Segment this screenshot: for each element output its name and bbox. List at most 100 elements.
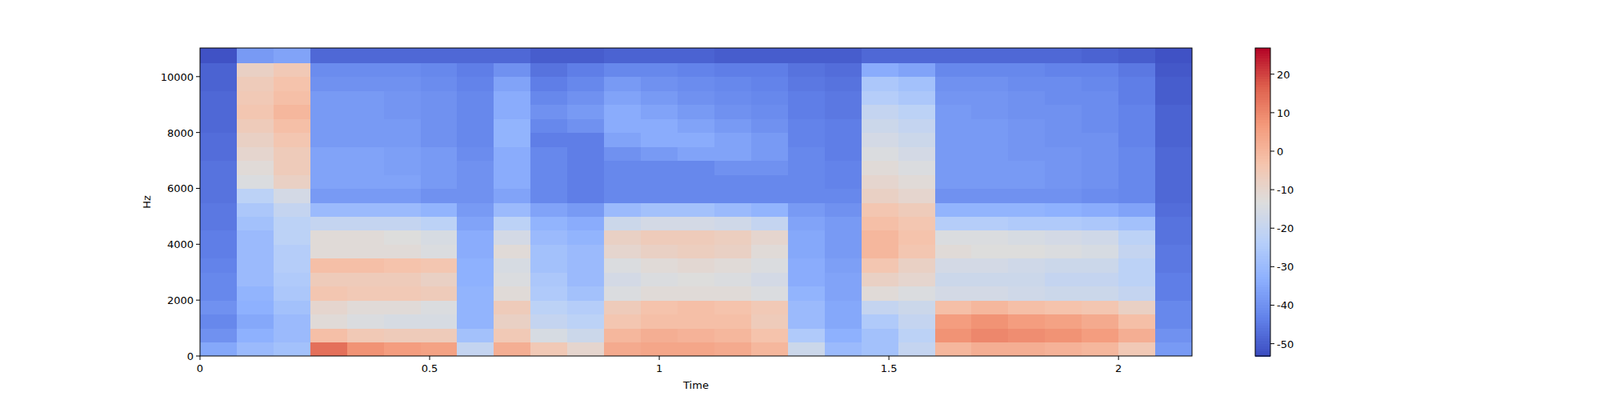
cell xyxy=(347,272,385,287)
cell xyxy=(273,272,312,287)
colorbar-tick-label: -30 xyxy=(1276,260,1294,273)
colorbar-tick xyxy=(1270,304,1275,306)
x-tick-label: 1.5 xyxy=(880,362,898,375)
cell xyxy=(1081,146,1120,161)
cell xyxy=(420,286,459,301)
cell xyxy=(640,132,679,148)
colorbar-tick-label: 10 xyxy=(1276,107,1291,120)
cell xyxy=(604,118,642,133)
cell xyxy=(1008,216,1046,231)
cell xyxy=(640,230,679,245)
y-axis-label: Hz xyxy=(140,195,153,209)
cell xyxy=(493,244,532,259)
cell xyxy=(420,174,459,189)
cell xyxy=(677,160,716,176)
cell xyxy=(1081,300,1120,315)
cell xyxy=(200,132,238,148)
cell xyxy=(456,104,495,120)
cell xyxy=(824,286,863,301)
cell xyxy=(456,230,495,245)
cell xyxy=(530,118,568,133)
cell xyxy=(861,342,900,356)
cell xyxy=(751,258,789,273)
cell xyxy=(200,76,238,92)
cell xyxy=(236,104,275,120)
cell xyxy=(714,202,752,217)
cell xyxy=(1118,244,1156,259)
cell xyxy=(236,230,275,245)
cell xyxy=(1044,188,1083,203)
cell xyxy=(384,76,422,92)
cell xyxy=(456,174,495,189)
cell xyxy=(200,342,238,356)
cell xyxy=(384,286,422,301)
cell xyxy=(530,342,568,356)
cell xyxy=(310,328,348,343)
cell xyxy=(310,314,348,329)
cell xyxy=(898,160,936,176)
cell xyxy=(604,48,642,64)
cell xyxy=(788,230,826,245)
cell xyxy=(677,216,716,231)
cell xyxy=(971,300,1009,315)
cell xyxy=(1081,132,1120,148)
cell xyxy=(861,300,900,315)
cell xyxy=(456,342,495,356)
cell xyxy=(640,258,679,273)
cell xyxy=(200,160,238,176)
cell xyxy=(751,174,789,189)
cell xyxy=(200,90,238,105)
cell xyxy=(788,314,826,329)
cell xyxy=(1081,216,1120,231)
cell xyxy=(384,62,422,77)
cell xyxy=(456,202,495,217)
cell xyxy=(200,258,238,273)
cell xyxy=(273,342,312,356)
cell xyxy=(384,300,422,315)
cell xyxy=(714,160,752,176)
y-tick xyxy=(196,188,200,189)
cell xyxy=(384,230,422,245)
cell xyxy=(384,48,422,64)
cell xyxy=(200,174,238,189)
cell xyxy=(714,104,752,120)
cell xyxy=(1044,202,1083,217)
cell xyxy=(751,188,789,203)
cell xyxy=(935,174,973,189)
cell xyxy=(384,202,422,217)
cell xyxy=(824,300,863,315)
cell xyxy=(1044,286,1083,301)
cell xyxy=(530,104,568,120)
x-tick-label: 2 xyxy=(1115,362,1122,375)
cell xyxy=(310,286,348,301)
cell xyxy=(898,90,936,105)
cell xyxy=(384,244,422,259)
cell xyxy=(604,62,642,77)
cell xyxy=(1044,244,1083,259)
cell xyxy=(788,216,826,231)
cell xyxy=(236,202,275,217)
cell xyxy=(1044,160,1083,176)
cell xyxy=(640,62,679,77)
cell xyxy=(898,48,936,64)
cell xyxy=(567,104,605,120)
cell xyxy=(898,132,936,148)
cell xyxy=(1081,342,1120,356)
cell xyxy=(971,314,1009,329)
cell xyxy=(1044,62,1083,77)
cell xyxy=(236,216,275,231)
cell xyxy=(493,216,532,231)
cell xyxy=(788,118,826,133)
cell xyxy=(1044,48,1083,64)
cell xyxy=(971,342,1009,356)
plot-frame xyxy=(200,48,1192,356)
cell xyxy=(1155,146,1192,161)
cell xyxy=(1118,328,1156,343)
cell xyxy=(1081,202,1120,217)
cell xyxy=(640,90,679,105)
cell xyxy=(567,90,605,105)
cell xyxy=(1155,48,1192,64)
cell xyxy=(971,146,1009,161)
cell xyxy=(751,118,789,133)
colorbar-tick xyxy=(1270,150,1275,152)
